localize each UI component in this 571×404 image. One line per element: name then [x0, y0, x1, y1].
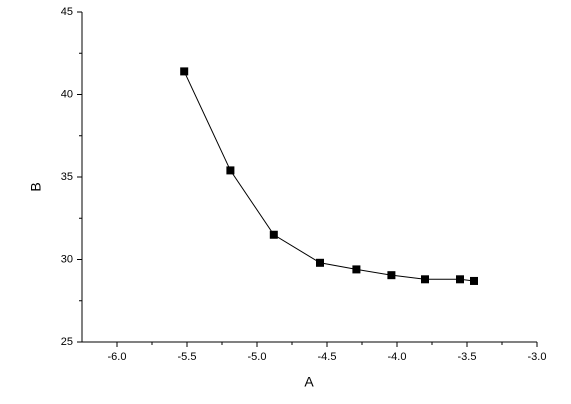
x-tick-label: -4.5 — [318, 351, 337, 363]
y-tick-label: 35 — [61, 171, 73, 183]
x-tick-label: -5.0 — [248, 351, 267, 363]
point-marker — [316, 258, 324, 267]
x-tick-label: -6.0 — [108, 351, 127, 363]
point-marker — [180, 67, 189, 76]
point-marker — [269, 230, 278, 239]
y-tick-label: 25 — [61, 336, 73, 348]
y-tick-label: 40 — [61, 88, 73, 100]
point-marker — [421, 275, 429, 284]
point-marker — [470, 276, 478, 285]
point-marker — [352, 265, 361, 274]
x-tick-label: -4.0 — [388, 351, 407, 363]
x-axis-title: A — [304, 374, 314, 390]
point-marker — [387, 271, 396, 280]
x-tick-label: -3.0 — [528, 351, 547, 363]
y-axis-title: B — [28, 182, 44, 191]
y-tick-label: 30 — [61, 253, 73, 265]
point-marker — [456, 275, 464, 284]
point-marker — [226, 166, 235, 175]
x-tick-label: -5.5 — [178, 351, 197, 363]
x-tick-label: -3.5 — [458, 351, 477, 363]
y-tick-label: 45 — [61, 6, 73, 18]
series-line — [183, 71, 475, 282]
